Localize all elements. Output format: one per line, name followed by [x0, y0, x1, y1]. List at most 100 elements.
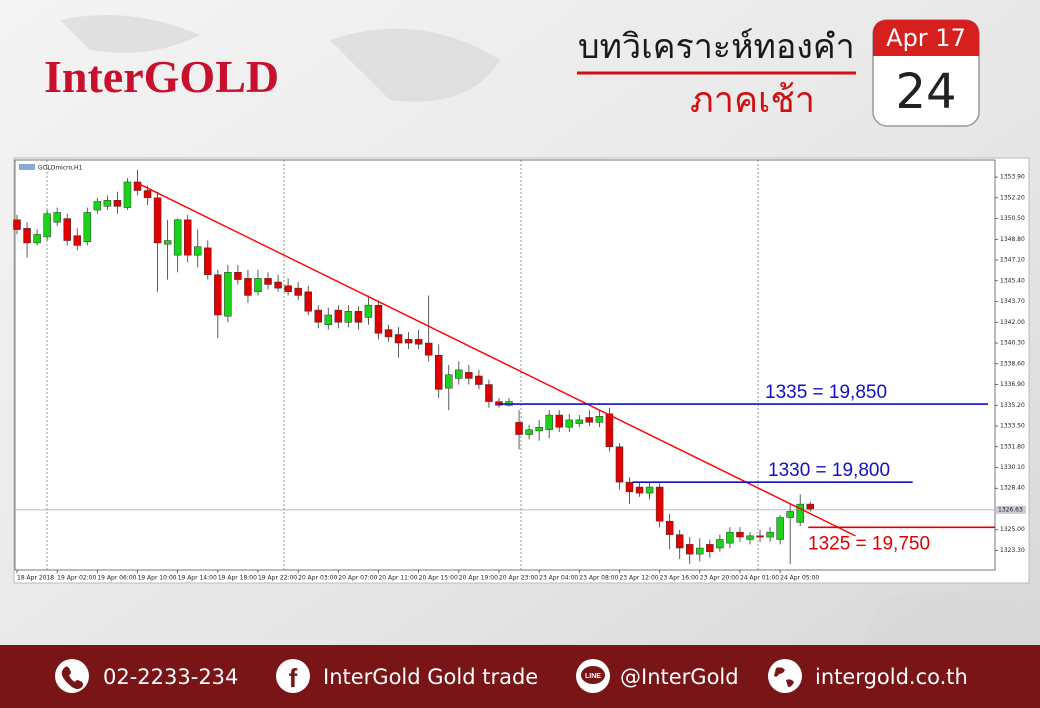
- x-tick-label: 23 Apr 08:00: [579, 575, 618, 582]
- y-tick-label: 1350.50: [1000, 215, 1025, 222]
- y-tick-label: 1328.40: [1000, 485, 1025, 492]
- candle-body: [475, 375, 483, 385]
- facebook-glyph: f: [289, 663, 298, 693]
- candle-body: [434, 354, 443, 390]
- candle-body: [374, 304, 383, 334]
- y-tick-label: 1340.30: [1000, 340, 1025, 347]
- calendar-top: [873, 20, 979, 56]
- logo: InterGOLD: [44, 51, 279, 102]
- candle-body: [585, 417, 594, 423]
- candle-body: [183, 219, 192, 256]
- x-tick-label: 23 Apr 12:00: [619, 575, 658, 582]
- candle-body: [163, 240, 172, 245]
- candle-body: [485, 384, 493, 402]
- line-bubble: [581, 666, 605, 684]
- candle-body: [605, 413, 614, 448]
- candle-body: [53, 212, 61, 223]
- phone-glyph: [61, 666, 83, 689]
- x-tick-label: 19 Apr 22:00: [258, 575, 297, 582]
- candle-body: [63, 218, 71, 241]
- footer-facebook: InterGold Gold trade: [323, 665, 538, 689]
- footer-line: @InterGold: [620, 665, 739, 689]
- y-tick-label: 1353.90: [1000, 174, 1025, 181]
- y-tick-label: 1333.50: [1000, 423, 1025, 430]
- candle-body: [314, 309, 322, 323]
- candle-body: [93, 201, 102, 211]
- candle-body: [143, 190, 152, 199]
- candle-body: [455, 369, 463, 379]
- facebook-icon: [276, 659, 310, 693]
- footer-phone: 02-2233-234: [103, 665, 238, 689]
- y-tick-label: 1330.10: [1000, 464, 1025, 471]
- x-tick-label: 20 Apr 15:00: [419, 575, 458, 582]
- x-tick-label: 20 Apr 11:00: [378, 575, 417, 582]
- current-price-label: 1326.63: [998, 506, 1023, 513]
- candle-body: [294, 287, 302, 296]
- candle-body: [645, 486, 654, 494]
- y-tick-label: 1342.00: [1000, 319, 1025, 326]
- candle-body: [545, 414, 553, 430]
- candle-body: [675, 534, 684, 549]
- candle-body: [244, 278, 252, 296]
- y-tick-label: 1343.70: [1000, 298, 1025, 305]
- level-label: 1335 = 19,850: [765, 382, 887, 403]
- candle-body: [254, 278, 262, 293]
- candle-body: [515, 422, 523, 435]
- y-tick-label: 1323.30: [1000, 547, 1025, 554]
- candle-body: [264, 278, 272, 285]
- calendar-day: 24: [895, 64, 956, 120]
- level-label: 1325 = 19,750: [808, 533, 930, 554]
- line-glyph: LINE: [585, 673, 601, 680]
- y-tick-label: 1336.90: [1000, 381, 1025, 388]
- candle-body: [344, 311, 353, 323]
- candle-body: [746, 535, 754, 540]
- y-tick-label: 1352.20: [1000, 194, 1025, 201]
- x-tick-label: 19 Apr 18:00: [218, 575, 257, 582]
- candle-body: [304, 291, 312, 312]
- footer-bar: [0, 645, 1040, 708]
- candle-body: [776, 517, 784, 540]
- x-tick-label: 20 Apr 23:00: [499, 575, 538, 582]
- candle-body: [33, 234, 41, 244]
- x-tick-label: 23 Apr 16:00: [660, 575, 699, 582]
- candle-body: [234, 272, 242, 280]
- candle-body: [224, 272, 232, 317]
- candle-body: [565, 419, 574, 428]
- chart-title: GOLDmicro,H1: [38, 165, 83, 172]
- candle-body: [23, 228, 31, 244]
- candle-body: [555, 414, 563, 428]
- plot-area: [14, 159, 996, 571]
- candle-body: [384, 329, 393, 338]
- y-tick-label: 1338.60: [1000, 360, 1025, 367]
- candle-body: [424, 342, 433, 356]
- globe-glyph: [774, 667, 794, 687]
- phone-icon: [55, 659, 89, 693]
- candle-body: [193, 246, 202, 256]
- candle-body: [404, 339, 413, 344]
- candle-body: [334, 309, 343, 323]
- calendar: Apr 17 24: [872, 19, 980, 127]
- candle-body: [73, 235, 82, 246]
- x-tick-label: 20 Apr 19:00: [459, 575, 498, 582]
- plot: 1353.90 1352.20 1350.50 1348.80 1347.10 1345.…: [13, 160, 1026, 582]
- trend-line: [137, 182, 856, 537]
- candle-body: [615, 446, 624, 483]
- candle-body: [214, 274, 222, 316]
- candle-body: [354, 311, 363, 323]
- candle-body: [756, 535, 764, 538]
- candle-body: [806, 503, 814, 510]
- footer: 02-2233-234 f InterGold Gold trade LINE …: [55, 659, 968, 693]
- candle-body: [686, 544, 694, 555]
- candle-body: [83, 212, 92, 243]
- candle-body: [696, 547, 704, 555]
- candle-body: [284, 285, 292, 293]
- candle-body: [123, 181, 132, 208]
- symbol-icon: [19, 164, 35, 170]
- candle-body: [13, 219, 21, 230]
- current-price-box: [996, 505, 1026, 514]
- x-tick-label: 24 Apr 05:00: [780, 575, 819, 582]
- y-tick-label: 1348.80: [1000, 236, 1025, 243]
- level-label: 1330 = 19,800: [768, 460, 890, 481]
- candle-body: [786, 511, 794, 518]
